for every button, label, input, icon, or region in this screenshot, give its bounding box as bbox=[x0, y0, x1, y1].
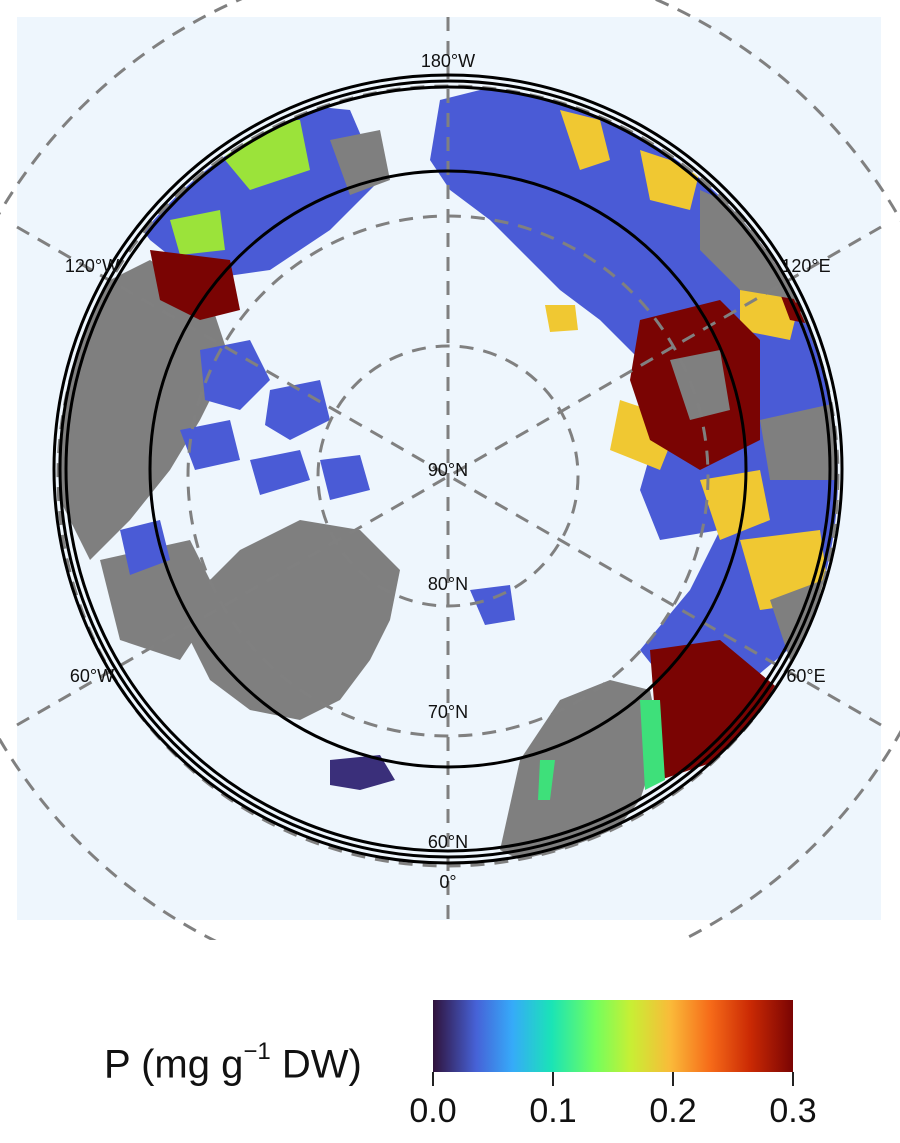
iceland-landmass bbox=[330, 755, 395, 790]
greenland-landmass bbox=[190, 520, 400, 720]
outer-ring-1 bbox=[64, 85, 832, 853]
label-0: 0° bbox=[439, 872, 456, 892]
colorbar-tick-label: 0.3 bbox=[769, 1092, 817, 1130]
legend-title-end: DW) bbox=[270, 1042, 362, 1087]
label-120w: 120°W bbox=[65, 256, 119, 276]
legend-title: P (mg g−1 DW) bbox=[104, 1038, 362, 1087]
outer-ring-3 bbox=[52, 73, 844, 865]
label-60n: 60°N bbox=[428, 832, 468, 852]
label-70n: 70°N bbox=[428, 702, 468, 722]
colorbar-tick bbox=[672, 1072, 674, 1086]
wrangel-island bbox=[545, 305, 578, 332]
colorbar bbox=[433, 1000, 793, 1072]
colorbar-tick bbox=[432, 1072, 434, 1086]
label-80n: 80°N bbox=[428, 574, 468, 594]
siberia-mid-zones bbox=[560, 110, 830, 610]
colorbar-tick-label: 0.1 bbox=[529, 1092, 577, 1130]
canadian-archipelago bbox=[120, 340, 370, 575]
alaska-green-zones bbox=[170, 120, 310, 255]
outer-ring-2 bbox=[58, 79, 838, 859]
polar-map: 180°W 0° 120°W 120°E 60°W 60°E 90°N 80°N… bbox=[0, 0, 900, 940]
colorbar-tick bbox=[552, 1072, 554, 1086]
scandinavia-green-coast bbox=[538, 700, 665, 800]
label-120e: 120°E bbox=[781, 256, 830, 276]
land-layer bbox=[58, 86, 838, 866]
inner-ring bbox=[148, 169, 748, 769]
colorbar-tick-label: 0.0 bbox=[409, 1092, 457, 1130]
colorbar-tick-label: 0.2 bbox=[649, 1092, 697, 1130]
alaska-high-zones bbox=[150, 250, 240, 320]
legend-title-main: P (mg g bbox=[104, 1042, 244, 1087]
label-60e: 60°E bbox=[786, 666, 825, 686]
legend-title-exponent: −1 bbox=[243, 1038, 271, 1065]
label-60w: 60°W bbox=[70, 666, 114, 686]
label-180w: 180°W bbox=[421, 51, 475, 71]
boundary-rings bbox=[52, 73, 844, 865]
colorbar-tick bbox=[792, 1072, 794, 1086]
canada-landmass bbox=[58, 260, 230, 660]
label-90n: 90°N bbox=[428, 460, 468, 480]
